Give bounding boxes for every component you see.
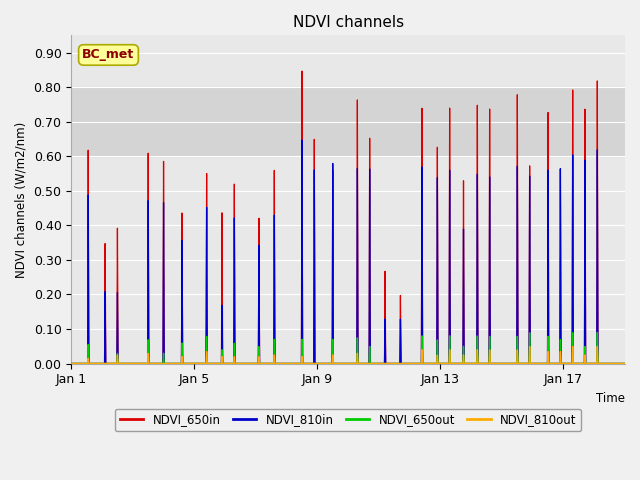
- Title: NDVI channels: NDVI channels: [292, 15, 404, 30]
- Legend: NDVI_650in, NDVI_810in, NDVI_650out, NDVI_810out: NDVI_650in, NDVI_810in, NDVI_650out, NDV…: [115, 409, 581, 431]
- Text: BC_met: BC_met: [83, 48, 134, 61]
- Bar: [71, 87, 625, 156]
- X-axis label: Time: Time: [596, 392, 625, 405]
- Y-axis label: NDVI channels (W/m2/nm): NDVI channels (W/m2/nm): [15, 121, 28, 277]
